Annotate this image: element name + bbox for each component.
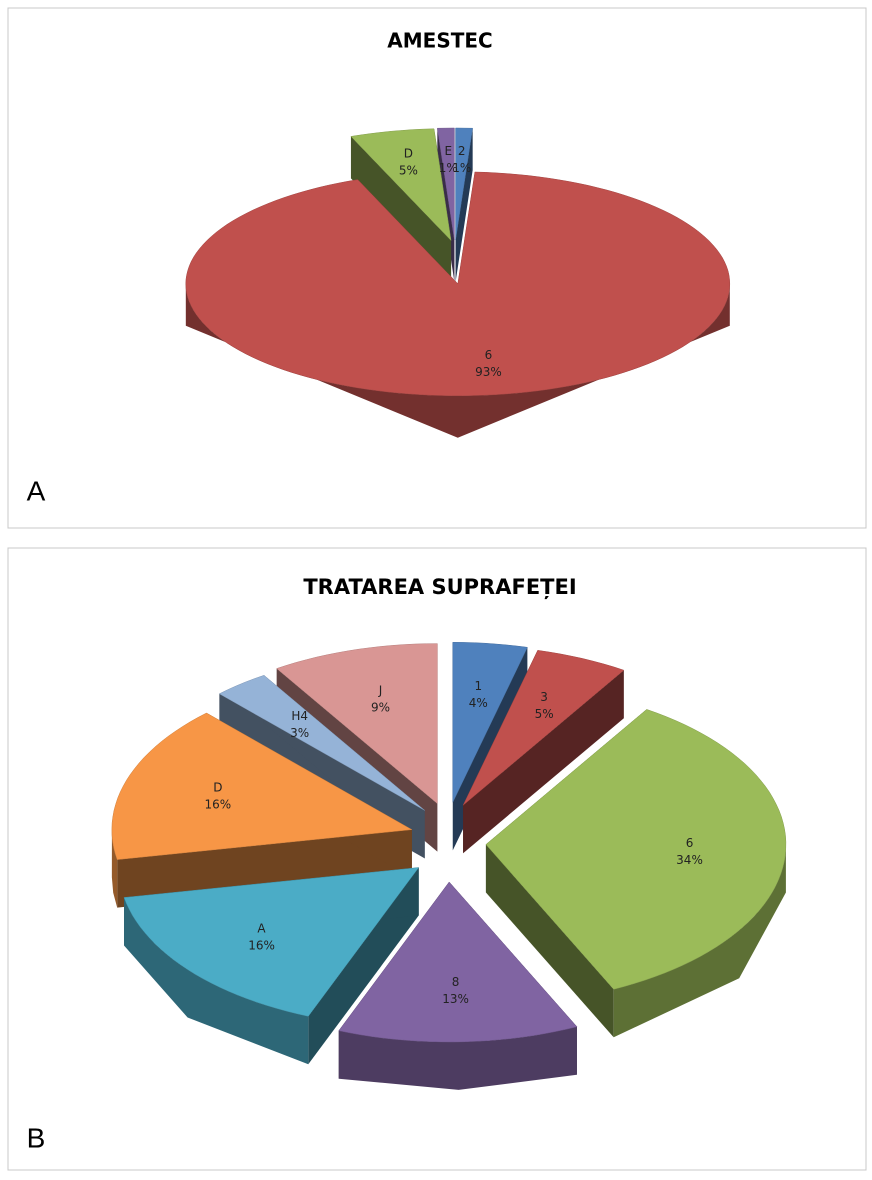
- panel-label: A: [27, 475, 46, 506]
- slice-category: J: [378, 684, 383, 698]
- pie-slice: [338, 881, 578, 1043]
- pie-slice: [350, 128, 452, 242]
- slice-side: [613, 844, 786, 1038]
- pie-slice: [275, 643, 438, 805]
- slice-category: 6: [686, 836, 694, 850]
- data-label: 16%: [248, 938, 275, 952]
- pie-slice: [219, 675, 425, 811]
- slice-wall: [455, 128, 473, 283]
- data-label: 5%: [399, 163, 418, 177]
- data-label: 4%: [469, 696, 488, 710]
- slice-category: H4: [291, 709, 308, 723]
- slice-side: [185, 283, 730, 438]
- slice-wall: [350, 136, 452, 283]
- pie-slice: [452, 642, 528, 803]
- slice-category: A: [257, 921, 266, 935]
- slice-wall: [117, 829, 412, 908]
- panel-label: B: [27, 1122, 46, 1153]
- slice-category: D: [404, 146, 413, 160]
- data-label: 16%: [205, 798, 232, 812]
- slice-category: 2: [458, 144, 466, 158]
- pie-slice: [437, 127, 455, 241]
- data-label: 3%: [290, 726, 309, 740]
- pie-slice: [123, 867, 420, 1017]
- data-label: 1%: [439, 161, 458, 175]
- slice-side: [124, 897, 309, 1065]
- chart-title: AMESTEC: [387, 29, 492, 53]
- chart-b: TRATAREA SUPRAFEȚEI B 1 4% J 9% 3 5% H4 3% D 16% 6 34…: [27, 575, 787, 1153]
- slice-category: 3: [540, 690, 548, 704]
- data-label: 34%: [676, 853, 703, 867]
- pie-slice: [185, 171, 731, 396]
- slice-side: [338, 1026, 577, 1090]
- slice-category: E: [444, 144, 452, 158]
- data-label: 13%: [442, 992, 469, 1006]
- chart-title: TRATAREA SUPRAFEȚEI: [303, 575, 576, 600]
- pie-slice: [485, 709, 787, 990]
- data-label: 93%: [475, 365, 502, 379]
- slice-wall: [463, 670, 624, 854]
- slice-category: D: [213, 781, 222, 795]
- slice-side: [111, 829, 118, 908]
- data-label: 5%: [535, 707, 554, 721]
- pie-slice: [462, 650, 625, 806]
- pie-slice: [111, 712, 413, 860]
- slice-wall: [485, 844, 614, 1038]
- data-label: 1%: [452, 161, 471, 175]
- data-label: 9%: [371, 701, 390, 715]
- slice-category: 6: [485, 348, 493, 362]
- slice-category: 1: [475, 679, 483, 693]
- slice-category: 8: [452, 975, 460, 989]
- pie-slice: [455, 127, 473, 241]
